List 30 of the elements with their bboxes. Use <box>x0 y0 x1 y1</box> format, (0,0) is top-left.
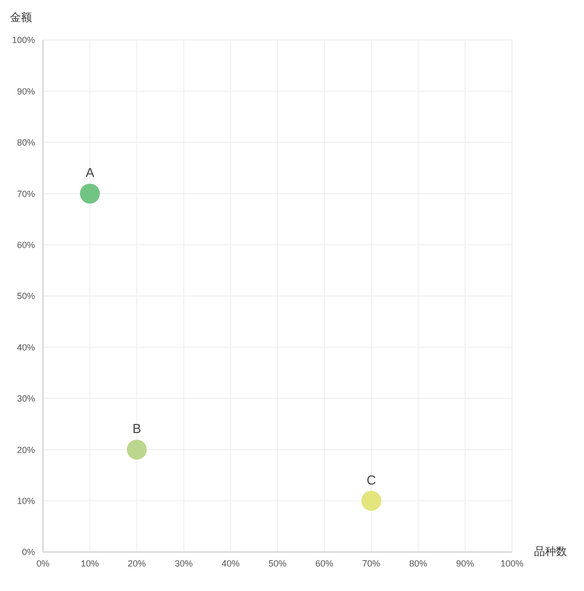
x-tick-label: 40% <box>222 558 240 568</box>
y-tick-label: 40% <box>16 342 35 352</box>
x-tick-label: 0% <box>36 558 50 568</box>
y-tick-label: 90% <box>16 86 35 96</box>
y-axis-title: 金额 <box>10 10 32 25</box>
y-tick-label: 0% <box>22 547 35 558</box>
x-tick-label: 30% <box>174 558 193 568</box>
x-tick-label: 50% <box>268 558 287 568</box>
point <box>361 490 382 511</box>
y-tick-label: 10% <box>16 496 35 506</box>
x-axis-title: 品种数 <box>534 545 567 559</box>
x-tick-label: 10% <box>80 558 99 568</box>
y-tick-label: 50% <box>16 291 35 302</box>
point <box>126 440 147 460</box>
x-tick-label: 60% <box>315 558 334 568</box>
x-tick-label: 100% <box>500 558 524 568</box>
x-tick-label: 70% <box>362 558 380 568</box>
series-label: C <box>366 472 376 488</box>
y-tick-label: 70% <box>16 188 35 199</box>
x-tick-label: 80% <box>409 558 428 568</box>
point <box>80 184 100 204</box>
series-label: B <box>132 421 142 436</box>
y-tick-label: 80% <box>16 138 35 148</box>
y-tick-label: 30% <box>16 394 35 404</box>
y-tick-label: 20% <box>16 444 35 455</box>
y-tick-label: 60% <box>16 240 35 250</box>
series-label: A <box>86 165 95 180</box>
x-tick-label: 20% <box>128 558 146 568</box>
x-tick-label: 90% <box>456 558 474 568</box>
y-tick-label: 100% <box>12 35 35 46</box>
